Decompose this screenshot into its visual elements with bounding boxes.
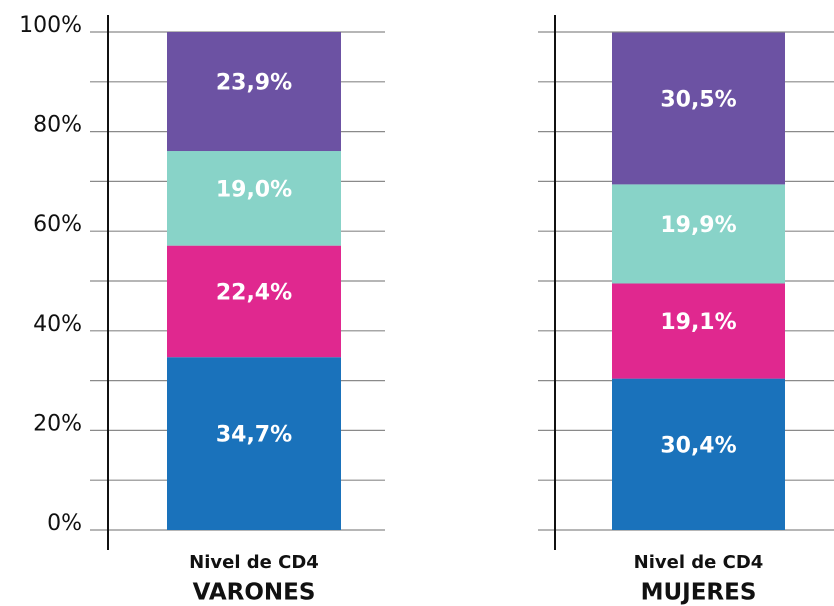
y-tick-label: 20%: [33, 411, 82, 436]
y-tick-label: 60%: [33, 212, 82, 237]
y-tick-label: 40%: [33, 312, 82, 337]
y-tick-label: 100%: [19, 13, 82, 38]
y-tick-label: 0%: [47, 511, 82, 536]
bar-segment: [167, 357, 341, 530]
value-label: 30,4%: [660, 433, 736, 458]
value-label: 19,0%: [216, 177, 292, 202]
value-label: 34,7%: [216, 423, 292, 448]
value-label: 23,9%: [216, 71, 292, 96]
bar-segment: [612, 184, 785, 284]
value-label: 19,1%: [660, 310, 736, 335]
category-subtitle: Nivel de CD4: [634, 552, 764, 573]
x-tick-label: MUJERES: [641, 580, 757, 606]
bar-segment: [167, 151, 341, 246]
bar-segment: [612, 378, 785, 530]
category-subtitle: Nivel de CD4: [189, 552, 319, 573]
bar-segment: [167, 245, 341, 358]
bar-segment: [612, 283, 785, 379]
bar-segment: [612, 32, 785, 185]
value-label: 30,5%: [660, 87, 736, 112]
y-tick-label: 80%: [33, 113, 82, 138]
value-label: 19,9%: [660, 213, 736, 238]
bar-segment: [167, 32, 341, 152]
x-tick-label: VARONES: [193, 580, 316, 606]
value-label: 22,4%: [216, 280, 292, 305]
